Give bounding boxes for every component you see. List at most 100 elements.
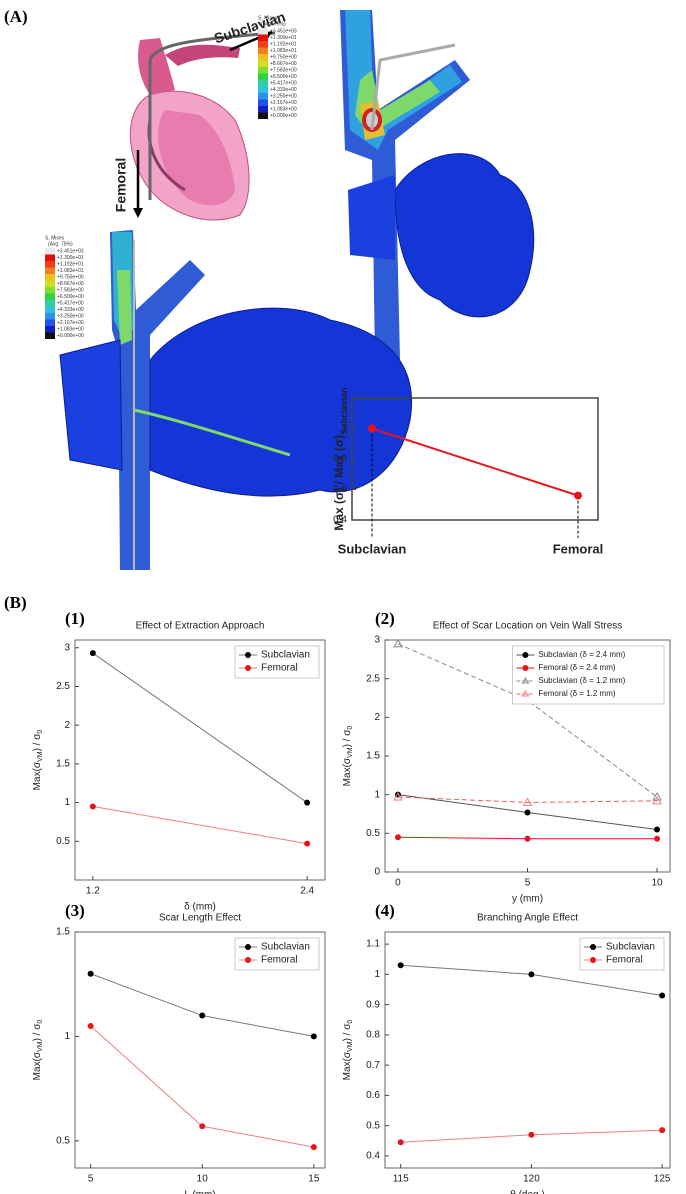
x-axis-label: θ (deg.) [510,1190,544,1194]
marker [89,803,96,810]
legend-title: S, Mises [45,235,65,241]
x-tick-label: Femoral [553,541,604,556]
y-axis-label-part: VM [37,751,44,762]
fea-model [340,10,535,360]
legend-label: Femoral [261,955,298,966]
marker [524,835,531,842]
marker [310,1033,317,1040]
legend-marker [245,665,251,671]
legend-value: +7.583e+00 [270,67,297,73]
panel-label: (A) [4,7,28,26]
marker [304,799,311,806]
legend-swatch [45,313,55,320]
legend-swatch [45,261,55,268]
y-tick-label: 2 [64,720,70,731]
y-tick-label: 1 [374,789,380,800]
legend-value: +3.451e+03 [57,248,84,254]
marker [659,992,666,999]
legend-swatch [258,54,268,61]
legend-value: +8.667e+00 [57,281,84,287]
x-tick-label: Subclavian [338,541,407,556]
marker [87,1022,94,1029]
y-axis-label-part: Max (σ) / Max (σ) [332,435,346,531]
legend-value: +1.192e+01 [57,261,84,267]
legend-swatch [45,274,55,281]
y-axis-label: Max(σVM) / σ0 [342,726,355,787]
legend-swatch [258,47,268,54]
marker [659,1127,666,1134]
legend-subtitle: (Avg: 75%) [48,241,73,247]
marker [574,491,582,500]
x-tick-label: 15 [308,1174,320,1185]
series-line [92,805,308,845]
x-tick-label: 10 [651,878,663,889]
marker [304,840,311,847]
legend-swatch [258,67,268,74]
y-tick-label: 0.5 [366,828,380,839]
panel-label: (2) [375,609,395,628]
legend-value: +4.333e+00 [57,307,84,313]
legend-swatch [45,254,55,261]
legend-swatch [258,106,268,113]
legend-marker [245,652,251,658]
y-tick-label: 0.5 [56,1135,70,1146]
marker [397,1139,404,1146]
y-axis-label-part: 0 [37,730,44,734]
x-tick-label: 10 [197,1174,209,1185]
y-tick-label: 0.5 [366,1120,380,1131]
chart-title: Effect of Scar Location on Vein Wall Str… [433,621,623,632]
plot-frame [74,639,326,881]
legend-label: Subclavian (δ = 2.4 mm) [538,650,625,659]
y-axis-label-part: ) / σ [32,733,43,752]
chart-title: Scar Length Effect [159,913,241,924]
y-axis-label-part: 0 [347,726,354,730]
legend-swatch [45,300,55,307]
marker [524,809,531,816]
marker [654,826,661,833]
legend-label: Femoral [606,955,643,966]
legend-value: +1.083e+00 [270,106,297,112]
x-tick-label: 115 [393,1174,409,1185]
x-tick-label: 5 [88,1174,94,1185]
marker [528,971,535,978]
y-tick-label: 1.5 [56,759,70,770]
legend-marker [245,957,251,963]
legend-value: +9.750e+00 [270,54,297,60]
legend-value: +6.500e+00 [270,74,297,80]
legend-marker [590,944,596,950]
legend-label: Subclavian [261,650,310,661]
legend-value: +6.500e+00 [57,294,84,300]
arrow-label: Femoral [113,158,129,212]
marker [393,638,403,648]
y-tick-label: 2.5 [366,673,380,684]
marker [654,835,661,842]
y-axis-label-part: Max(σ [32,761,43,790]
y-tick-label: 1.5 [56,927,70,938]
legend-value: +5.417e+00 [57,300,84,306]
legend-value: +0.000e+00 [270,113,297,119]
legend-title: S, Mises [258,15,278,21]
x-axis-label: δ (mm) [184,902,216,913]
y-tick-label: 0.6 [366,1090,380,1101]
legend-value: +1.300e+01 [57,255,84,261]
y-tick-label: 2 [374,712,380,723]
legend-label: Femoral (δ = 2.4 mm) [538,663,615,672]
y-tick-label: 0.8 [366,1030,380,1041]
x-tick-label: 0 [395,878,401,889]
legend-swatch [45,306,55,313]
marker [368,424,376,433]
y-axis-label-part: ) / σ [32,1023,43,1042]
plot-frame [74,931,326,1169]
x-tick-label: 120 [523,1174,540,1185]
legend-swatch [258,60,268,67]
y-tick-label: 0.5 [56,836,70,847]
y-axis-label-part: 0 [37,1020,44,1024]
legend-marker [521,677,530,684]
y-tick-label: 0.6 [333,484,347,495]
y-tick-label: 0.4 [366,1151,380,1162]
legend-value: +3.250e+00 [270,93,297,99]
legend-swatch [45,248,55,255]
series-line [92,652,308,803]
y-tick-label: 1 [64,797,70,808]
marker [199,1012,206,1019]
